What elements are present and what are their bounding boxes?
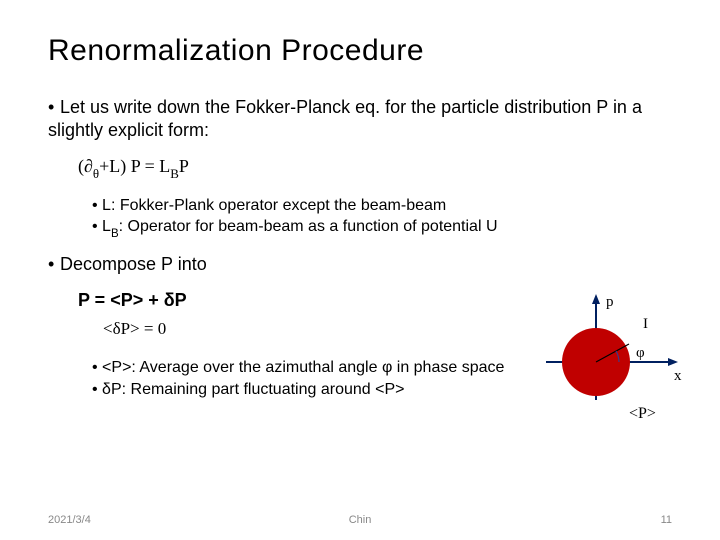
bullet-1-text: Let us write down the Fokker-Planck eq. … [48,97,642,140]
phase-space-diagram: p I φ x <P> [536,292,686,432]
label-x: x [674,368,682,384]
equation-1: (∂θ+L) P = LBP [78,156,672,181]
footer-author: Chin [0,514,720,526]
label-phi: φ [636,345,645,361]
label-p: p [606,294,614,310]
bullet-2: •Decompose P into [48,253,672,276]
sub-bullet-1a: • L: Fokker-Plank operator except the be… [92,195,672,217]
label-P: <P> [629,405,656,422]
sub-bullet-1b: • LB: Operator for beam-beam as a functi… [92,216,672,241]
bullet-2-text: Decompose P into [60,254,207,274]
bullet-1: •Let us write down the Fokker-Planck eq.… [48,96,672,142]
footer-page: 11 [661,514,672,526]
slide-title: Renormalization Procedure [48,34,672,68]
label-I: I [643,316,648,332]
